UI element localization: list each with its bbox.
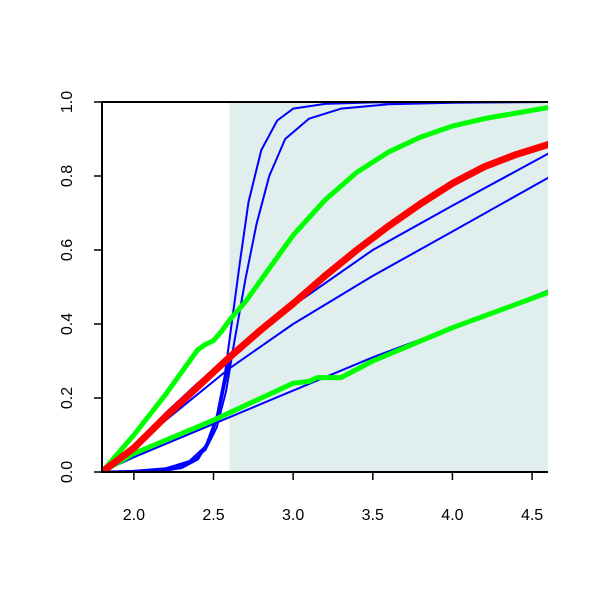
- y-tick-label: 0.8: [59, 165, 76, 187]
- x-tick-label: 2.0: [123, 507, 145, 524]
- plot-frame-layer: [101, 101, 548, 473]
- series-line-8: [102, 290, 548, 472]
- y-tick-label: 0.2: [59, 387, 76, 409]
- y-tick-label: 0.0: [59, 461, 76, 483]
- x-tick-label: 3.5: [362, 507, 384, 524]
- series-line-1: [102, 102, 548, 472]
- x-tick-label: 2.5: [202, 507, 224, 524]
- x-tick-label: 3.0: [282, 507, 304, 524]
- y-tick-label: 0.4: [59, 313, 76, 335]
- x-axis: 2.0 2.5 3.0 3.5 4.0 4.5: [123, 472, 543, 524]
- y-tick-label: 0.6: [59, 239, 76, 261]
- series-line-7: [102, 105, 548, 472]
- x-tick-label: 4.0: [441, 507, 463, 524]
- y-tick-label: 1.0: [59, 91, 76, 113]
- series-line-9: [102, 141, 548, 472]
- plot-frame: [101, 101, 548, 473]
- y-axis: 0.0 0.2 0.4 0.6 0.8 1.0: [59, 91, 102, 483]
- x-tick-label: 4.5: [521, 507, 543, 524]
- series-line-2: [102, 102, 548, 472]
